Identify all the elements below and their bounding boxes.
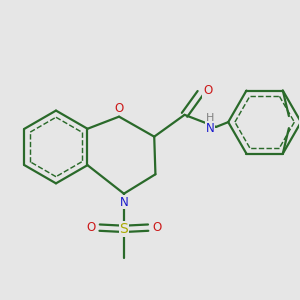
- Text: O: O: [203, 84, 212, 97]
- Text: O: O: [114, 102, 124, 115]
- Text: S: S: [119, 222, 128, 236]
- Text: O: O: [152, 221, 161, 234]
- Text: N: N: [206, 122, 214, 135]
- Text: O: O: [86, 221, 96, 234]
- Text: H: H: [206, 113, 214, 123]
- Text: N: N: [119, 196, 128, 209]
